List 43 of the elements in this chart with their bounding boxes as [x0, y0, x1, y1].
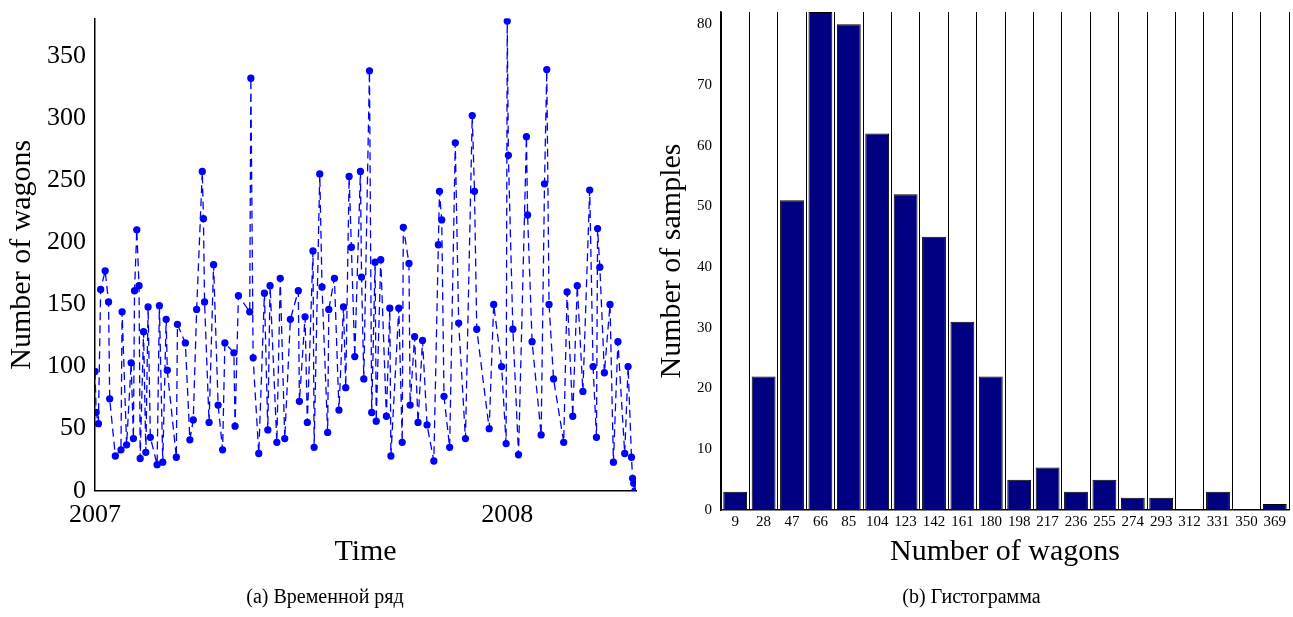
y-tick-label: 300	[47, 101, 86, 131]
x-tick-label: 350	[1235, 512, 1258, 529]
y-tick-label: 30	[697, 318, 712, 335]
x-tick-label: 123	[894, 512, 917, 529]
y-tick-label: 100	[47, 350, 86, 380]
y-tick-label: 80	[697, 15, 712, 32]
x-tick-label: 180	[979, 512, 1003, 529]
y-tick-label: 200	[47, 226, 86, 256]
x-tick-label: 47	[784, 512, 800, 529]
y-tick-label: 0	[704, 500, 712, 517]
x-axis-title: Number of wagons	[890, 532, 1120, 566]
y-tick-label: 50	[60, 412, 86, 442]
x-tick-label: 161	[951, 512, 974, 529]
y-tick-label: 20	[697, 379, 712, 396]
x-tick-label: 331	[1206, 512, 1230, 529]
y-tick-label: 70	[697, 75, 712, 92]
y-tick-label: 60	[697, 136, 712, 153]
x-tick-label: 369	[1263, 512, 1287, 529]
text: (a) Временной ряд	[245, 585, 405, 608]
x-tick-label: 9	[731, 512, 739, 529]
x-tick-label: 293	[1149, 512, 1173, 529]
x-tick-label: 2008	[481, 499, 534, 529]
x-tick-label: 85	[841, 512, 857, 529]
y-tick-label: 150	[47, 288, 86, 318]
y-tick-label: 50	[697, 197, 712, 214]
y-axis-title: Number of samples	[652, 143, 686, 379]
y-tick-label: 10	[697, 440, 712, 457]
y-axis-title: Number of wagons	[2, 139, 36, 370]
x-tick-label: 312	[1178, 512, 1201, 529]
x-tick-label: 255	[1093, 512, 1116, 529]
x-tick-label: 217	[1036, 512, 1060, 529]
x-tick-label: 236	[1064, 512, 1088, 529]
text: (b) Гистограмма	[901, 585, 1042, 608]
x-tick-label: 198	[1007, 512, 1031, 529]
x-tick-label: 104	[865, 512, 889, 529]
y-tick-label: 350	[47, 39, 86, 69]
x-tick-label: 274	[1121, 512, 1145, 529]
x-tick-label: 142	[922, 512, 946, 529]
x-axis-title: Time	[334, 532, 397, 566]
y-tick-label: 250	[47, 163, 86, 193]
x-tick-label: 66	[812, 512, 829, 529]
x-tick-label: 28	[756, 512, 772, 529]
y-tick-label: 40	[697, 258, 712, 275]
